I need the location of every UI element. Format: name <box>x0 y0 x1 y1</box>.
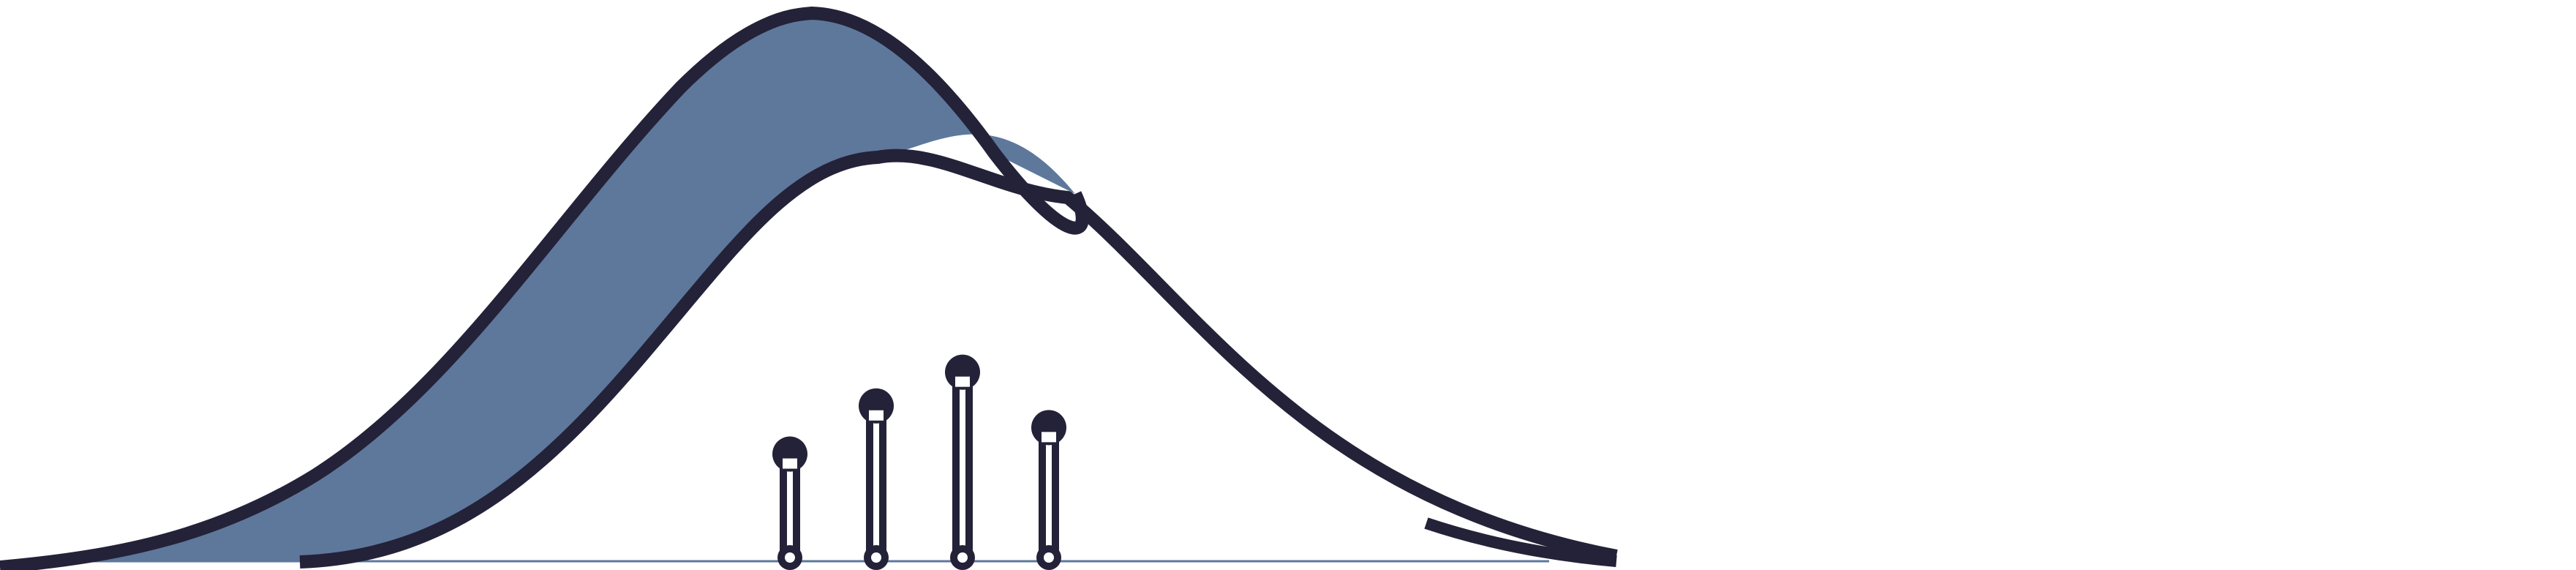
left-bell-curve <box>0 7 1089 570</box>
right-bell-curve <box>299 149 1618 569</box>
stem-group <box>772 354 1066 570</box>
stem-3-inner <box>960 385 965 552</box>
stem-1-knob-gap <box>783 458 797 469</box>
stem-2-inner <box>873 419 879 552</box>
stem-4-inner <box>1046 440 1052 552</box>
stem-2-knob <box>859 388 894 424</box>
stem-4-knob-gap <box>1042 432 1056 443</box>
stem-2-base-hole <box>871 552 881 563</box>
stem-3-knob-gap <box>955 376 970 387</box>
stem-4-knob <box>1031 410 1066 446</box>
stem-3-base-hole <box>957 552 968 563</box>
stem-2 <box>859 388 894 570</box>
stem-4 <box>1031 410 1066 570</box>
stem-3 <box>945 354 980 570</box>
stem-4-base-hole <box>1044 552 1054 563</box>
stem-1-inner <box>787 467 793 552</box>
stem-1 <box>772 436 807 570</box>
right-tail-overlap <box>1424 517 1617 567</box>
stem-1-knob <box>772 436 807 472</box>
stem-2-knob-gap <box>869 410 884 421</box>
stem-1-base-hole <box>785 552 795 563</box>
stem-3-knob <box>945 354 980 390</box>
left-curve-shaded-region <box>0 13 1075 567</box>
